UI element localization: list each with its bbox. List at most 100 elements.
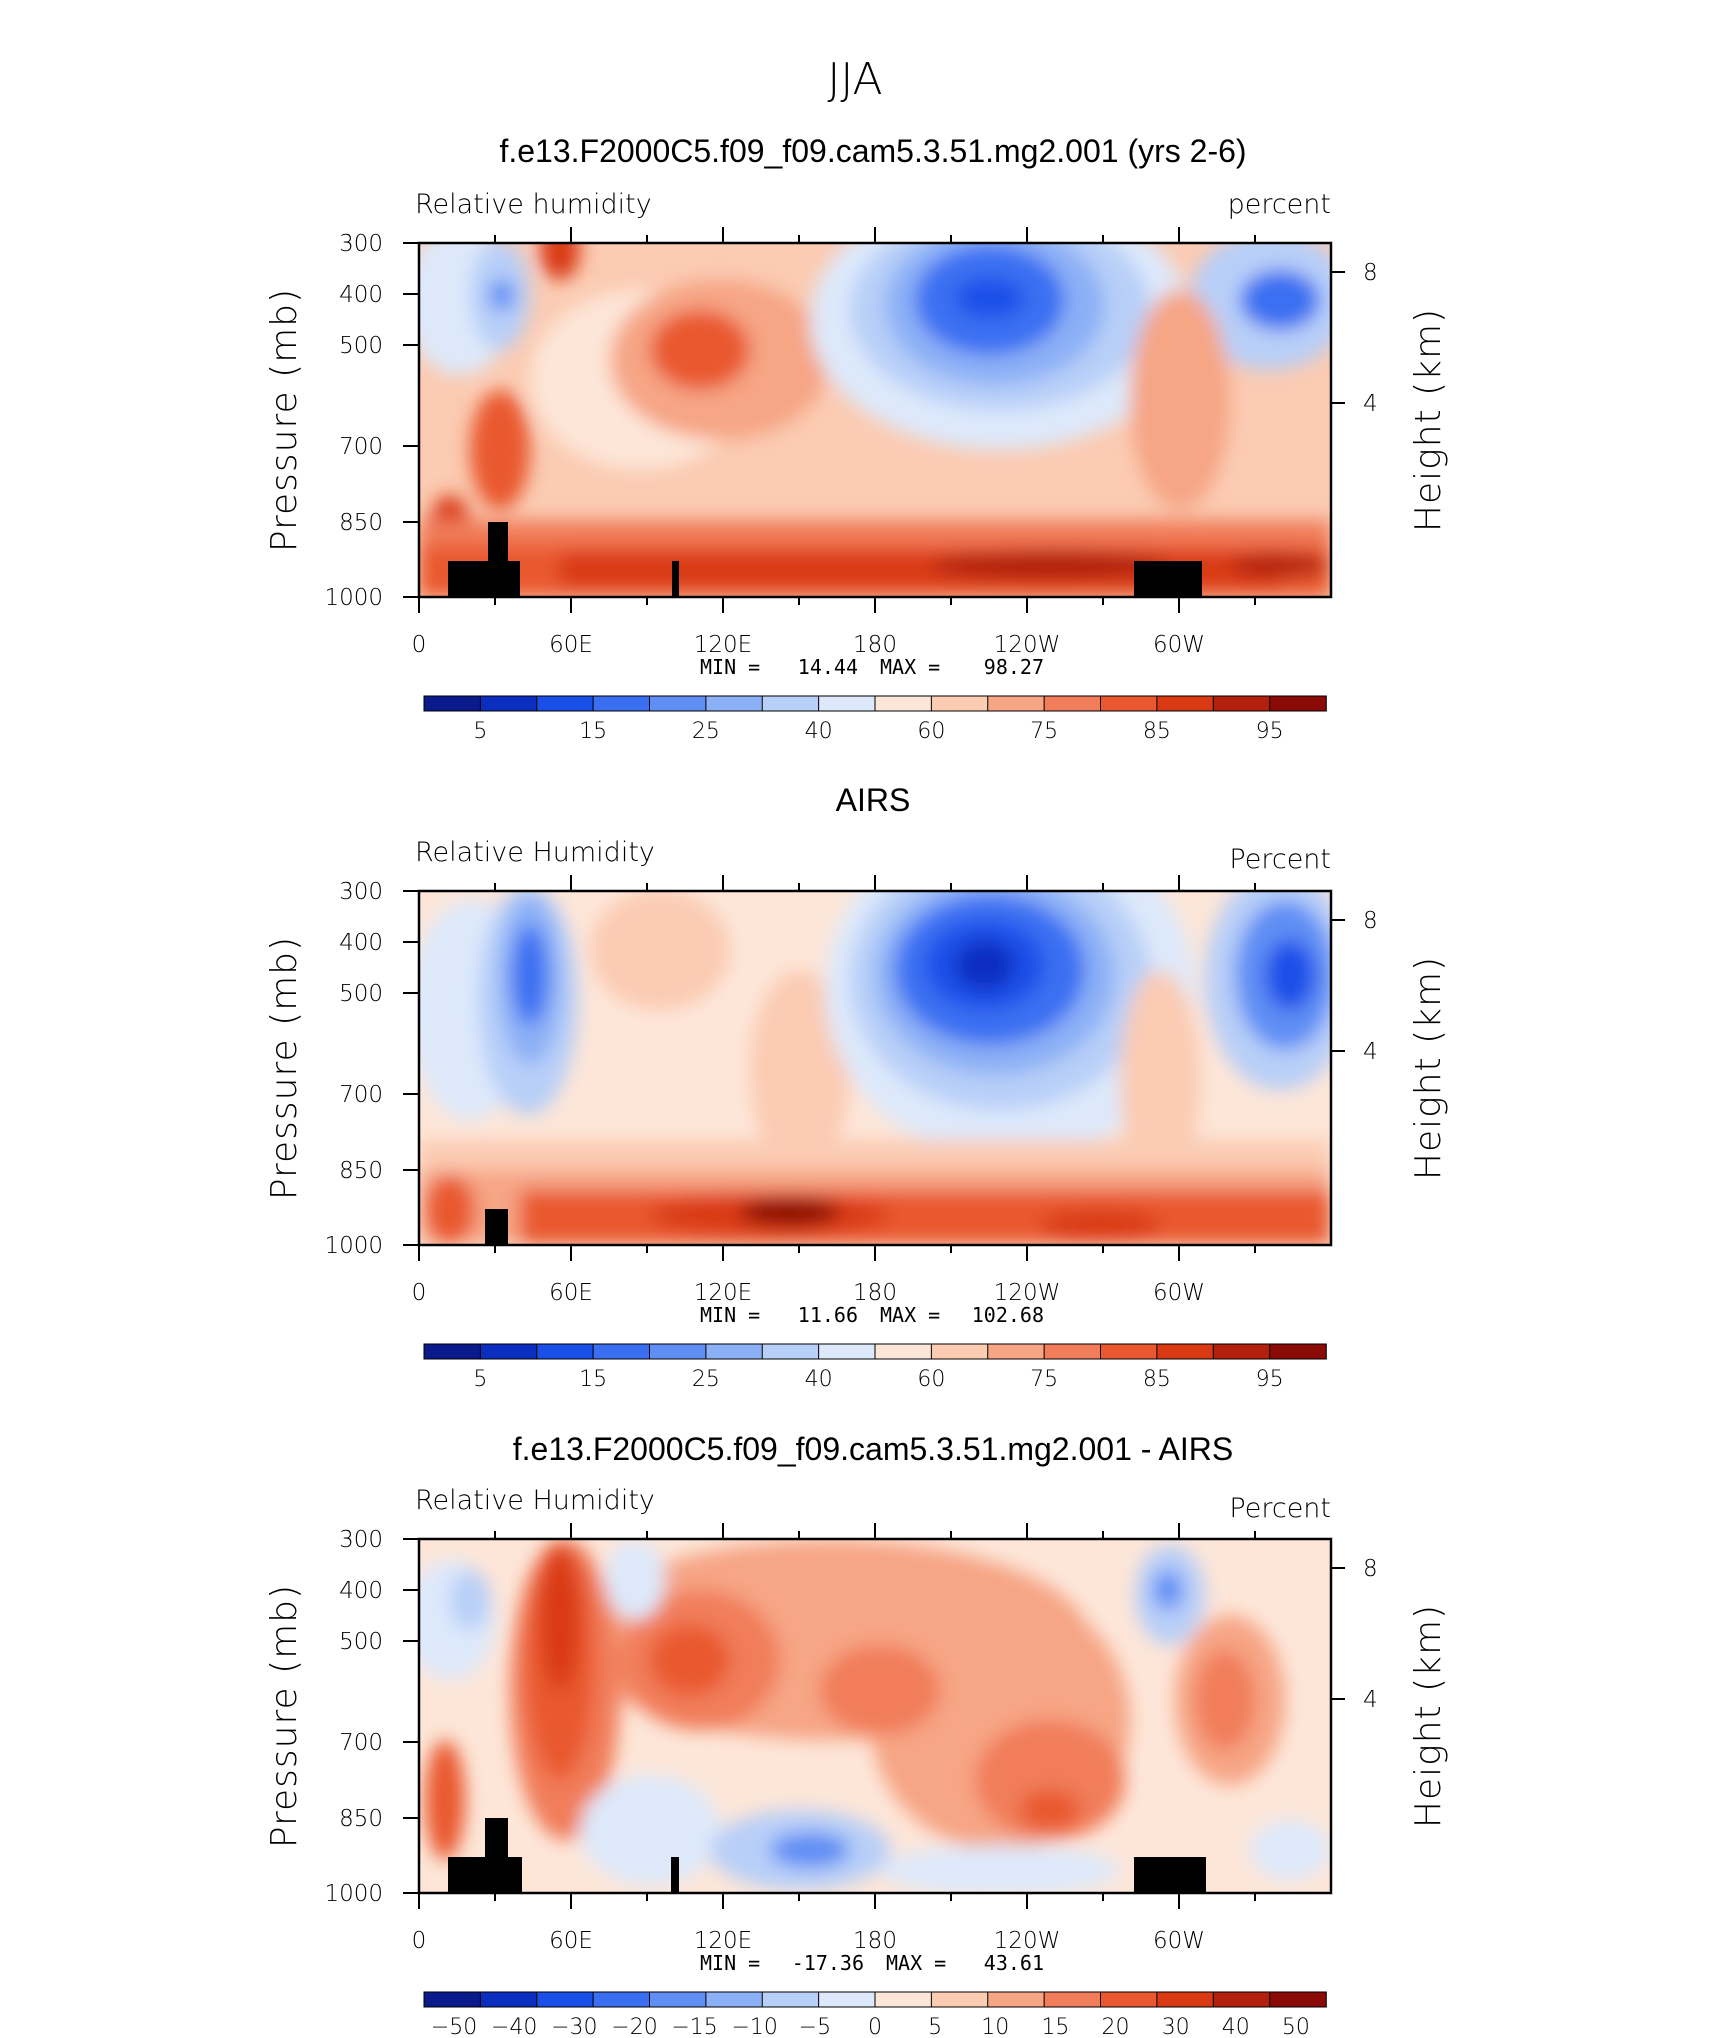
colorbar: 5 15 25 40 60 75 85 95 (423, 1343, 1327, 1392)
x-tick-label: 0 (412, 632, 427, 658)
colorbar-swatch (649, 695, 707, 712)
x-tick: 60E (549, 1245, 593, 1306)
colorbar-label: 30 (1162, 2015, 1190, 2038)
y-right-axis-title: Height (km) (1408, 956, 1449, 1180)
y-axis-right: 8 4 Height (km) (1331, 908, 1449, 1180)
min-max-readout: MIN = 14.44 MAX = 98.27 (700, 655, 1044, 679)
max-label: MAX = (880, 1303, 940, 1327)
colorbar: 5 15 25 40 60 75 85 95 (423, 695, 1327, 744)
max-label: MAX = (886, 1951, 946, 1975)
colorbar-swatch (1100, 1991, 1158, 2008)
colorbar-swatch (423, 1343, 482, 1360)
colorbar-swatch (874, 1991, 933, 2008)
colorbar-swatch (818, 695, 876, 712)
panel-title: AIRS (836, 782, 911, 818)
colorbar-label: −40 (491, 2015, 537, 2038)
y-tick-label: 400 (339, 930, 383, 956)
y-tick: 400 (339, 282, 419, 308)
min-max-readout: MIN = -17.36 MAX = 43.61 (700, 1951, 1044, 1975)
colorbar-swatch (423, 1991, 482, 2008)
min-label: MIN = (700, 1951, 760, 1975)
colorbar-label: 20 (1102, 2015, 1130, 2038)
y-tick-label: 1000 (324, 1881, 383, 1907)
colorbar-label: 40 (805, 1367, 833, 1392)
panel-model: f.e13.F2000C5.f09_f09.cam5.3.51.mg2.001 … (264, 133, 1449, 744)
y-axis-title: Pressure (mb) (264, 288, 305, 552)
colorbar-label: 25 (692, 719, 720, 744)
x-tick: 120W (994, 1245, 1061, 1306)
panel-difference: f.e13.F2000C5.f09_f09.cam5.3.51.mg2.001 … (264, 1431, 1449, 2038)
x-axis: 0 60E 120E 180 120W 60W (412, 227, 1256, 658)
x-tick: 120W (994, 597, 1061, 658)
y-tick-label: 300 (339, 879, 383, 905)
colorbar-swatch (649, 1343, 707, 1360)
colorbar-swatch (705, 1991, 764, 2008)
colorbar-swatch (536, 1991, 594, 2008)
colorbar-swatch (479, 1991, 538, 2008)
max-value: 43.61 (984, 1951, 1044, 1975)
panel-observations: AIRS Relative Humidity Percent (264, 782, 1449, 1392)
y-tick: 400 (339, 1578, 419, 1604)
y-tick: 850 (339, 510, 419, 536)
min-max-readout: MIN = 11.66 MAX = 102.68 (700, 1303, 1044, 1327)
min-value: 14.44 (798, 655, 858, 679)
colorbar-label: 0 (868, 2015, 882, 2038)
x-tick: 60E (549, 597, 593, 658)
max-value: 98.27 (984, 655, 1044, 679)
colorbar-swatch (1156, 1991, 1215, 2008)
x-tick: 60E (549, 1893, 593, 1954)
y-tick-label: 850 (339, 1806, 383, 1832)
colorbar-label: 75 (1030, 719, 1058, 744)
x-tick: 180 (853, 1245, 897, 1306)
y-tick-label: 300 (339, 231, 383, 257)
y-tick: 700 (339, 434, 419, 460)
colorbar-label: −30 (551, 2015, 597, 2038)
colorbar-swatch (1043, 695, 1102, 712)
colorbar-swatch (761, 1991, 820, 2008)
min-value: -17.36 (792, 1951, 864, 1975)
y-tick-label: 500 (339, 333, 383, 359)
colorbar-swatch (1269, 1991, 1327, 2008)
x-tick-label: 120W (994, 1280, 1061, 1306)
x-tick: 60W (1153, 597, 1205, 658)
colorbar-swatch (1212, 1991, 1271, 2008)
y-right-tick-label: 4 (1363, 1039, 1378, 1065)
colorbar-label: 50 (1282, 2015, 1310, 2038)
y-right-tick-label: 8 (1363, 908, 1378, 934)
colorbar-label: 85 (1143, 719, 1171, 744)
y-tick: 500 (339, 981, 419, 1007)
x-tick-label: 60W (1153, 1928, 1205, 1954)
y-tick-label: 300 (339, 1527, 383, 1553)
y-right-tick: 4 (1331, 1039, 1378, 1065)
colorbar-swatch (1212, 695, 1271, 712)
x-tick: 120E (694, 1893, 752, 1954)
colorbar-swatch (1212, 1343, 1271, 1360)
x-tick-label: 120W (994, 632, 1061, 658)
colorbar-label: 5 (928, 2015, 942, 2038)
contour-field (419, 891, 1331, 1245)
y-tick-label: 500 (339, 981, 383, 1007)
y-axis-title: Pressure (mb) (264, 1584, 305, 1848)
colorbar-label: −15 (671, 2015, 717, 2038)
figure-title: JJA (827, 54, 882, 105)
min-label: MIN = (700, 655, 760, 679)
colorbar-swatch (592, 695, 651, 712)
colorbar-swatch (479, 1343, 538, 1360)
colorbar-label: −10 (731, 2015, 777, 2038)
colorbar-swatch (930, 1991, 989, 2008)
x-tick: 180 (853, 597, 897, 658)
x-tick-label: 60E (549, 632, 593, 658)
colorbar-swatch (987, 1343, 1045, 1360)
y-tick: 1000 (324, 1233, 419, 1259)
colorbar-swatch (1156, 695, 1215, 712)
colorbar-label: 10 (981, 2015, 1009, 2038)
colorbar-label: 40 (805, 719, 833, 744)
x-tick: 120E (694, 1245, 752, 1306)
colorbar-swatch (1269, 1343, 1327, 1360)
left-label: Relative Humidity (415, 1485, 655, 1516)
colorbar-swatch (1043, 1343, 1102, 1360)
x-tick-label: 120E (694, 1280, 752, 1306)
y-tick-label: 700 (339, 1730, 383, 1756)
colorbar-swatch (1100, 695, 1158, 712)
colorbar-label: 5 (473, 719, 487, 744)
